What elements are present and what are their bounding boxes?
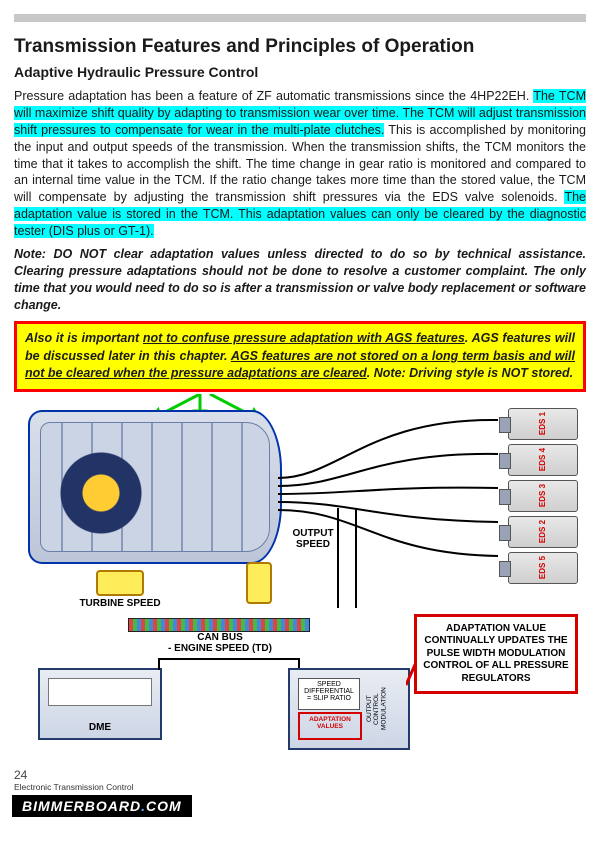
page-footer: 24 Electronic Transmission Control BIMME…: [0, 768, 600, 817]
para1-pre: Pressure adaptation has been a feature o…: [14, 89, 533, 103]
eds-solenoid-icon: EDS 2: [508, 516, 578, 548]
connector-strip-icon: [128, 618, 310, 632]
section-subtitle: Adaptive Hydraulic Pressure Control: [14, 64, 586, 80]
turbine-speed-sensor-icon: [96, 570, 144, 596]
page-number: 24: [14, 768, 600, 782]
transmission-body-icon: [28, 410, 282, 564]
transmission-diagram: EDS 1 EDS 4 EDS 3 EDS 2 EDS 5 OUTPUT SPE…: [20, 400, 580, 762]
page-root: Transmission Features and Principles of …: [0, 0, 600, 762]
note-paragraph: Note: DO NOT clear adaptation values unl…: [14, 246, 586, 314]
eds-solenoid-icon: EDS 3: [508, 480, 578, 512]
top-divider-bar: [14, 14, 586, 22]
eds-solenoid-icon: EDS 1: [508, 408, 578, 440]
can-bus-label: CAN BUS - ENGINE SPEED (TD): [140, 632, 300, 654]
tcm-module-icon: SPEED DIFFERENTIAL = SLIP RATIO ADAPTATI…: [288, 668, 410, 750]
turbine-speed-label: TURBINE SPEED: [60, 598, 180, 609]
dme-module-icon: DME: [38, 668, 162, 740]
page-title: Transmission Features and Principles of …: [14, 36, 586, 58]
output-speed-sensor-icon: [246, 562, 272, 604]
wire: [158, 658, 298, 660]
important-text: Also it is important not to confuse pres…: [25, 330, 575, 383]
adaptation-value-callout: ADAPTATION VALUE CONTINUALLY UPDATES THE…: [414, 614, 578, 695]
eds-solenoid-stack: EDS 1 EDS 4 EDS 3 EDS 2 EDS 5: [508, 408, 578, 588]
output-speed-label: OUTPUT SPEED: [278, 528, 348, 550]
body-paragraph-1: Pressure adaptation has been a feature o…: [14, 88, 586, 240]
eds-solenoid-icon: EDS 5: [508, 552, 578, 584]
footer-label: Electronic Transmission Control: [14, 782, 600, 792]
bimmerboard-watermark: BIMMERBOARD.COM: [12, 795, 192, 817]
important-callout-box: Also it is important not to confuse pres…: [14, 321, 586, 392]
eds-solenoid-icon: EDS 4: [508, 444, 578, 476]
wire-harness-icon: [278, 408, 508, 608]
